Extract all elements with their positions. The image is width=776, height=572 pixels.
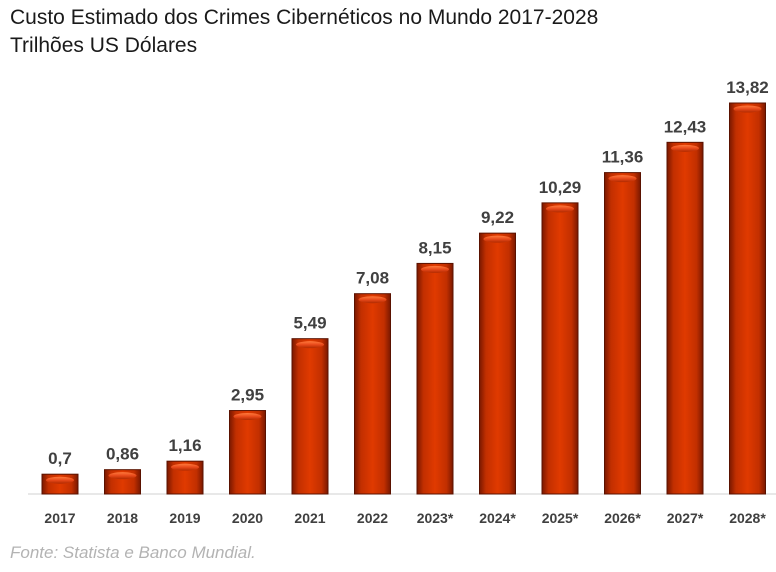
bar-highlight	[671, 144, 699, 152]
bar-highlight	[171, 463, 199, 471]
bar-highlight	[483, 235, 512, 243]
data-label: 0,7	[48, 449, 72, 468]
bar-highlight	[608, 175, 637, 183]
chart-subtitle: Trilhões US Dólares	[10, 34, 198, 57]
data-label: 8,15	[418, 238, 451, 257]
chart-title: Custo Estimado dos Crimes Cibernéticos n…	[10, 4, 598, 60]
bar-highlight	[108, 472, 137, 480]
bars-group: 0,7 2017 0,86 2018 1,16 2019 2,95 2020 5,49 2021 7…	[41, 78, 769, 526]
bar-2021	[291, 338, 329, 495]
data-label: 1,16	[168, 436, 201, 455]
data-label: 12,43	[664, 117, 707, 136]
bar-highlight	[233, 413, 262, 421]
x-tick-label: 2020	[232, 510, 263, 526]
x-tick-label: 2023*	[417, 510, 454, 526]
bar-2028-projected	[729, 102, 766, 495]
data-label: 0,86	[106, 445, 139, 464]
x-tick-label: 2017	[44, 510, 75, 526]
x-tick-label: 2027*	[667, 510, 704, 526]
source-note: Fonte: Statista e Banco Mundial.	[10, 543, 256, 562]
bar-highlight	[733, 105, 762, 113]
data-label: 7,08	[356, 269, 389, 288]
x-tick-label: 2028*	[729, 510, 766, 526]
bar-highlight	[358, 296, 387, 304]
x-tick-label: 2022	[357, 510, 388, 526]
bar-2022	[354, 293, 391, 495]
bar-2026-projected	[604, 172, 641, 495]
bar-highlight	[421, 265, 449, 273]
x-tick-label: 2024*	[479, 510, 516, 526]
data-label: 5,49	[293, 314, 326, 333]
data-label: 9,22	[481, 208, 514, 227]
x-tick-label: 2019	[169, 510, 200, 526]
x-tick-label: 2021	[294, 510, 325, 526]
bar-2027-projected	[666, 141, 704, 495]
x-tick-label: 2026*	[604, 510, 641, 526]
data-label: 13,82	[726, 78, 769, 97]
bar-2020	[229, 410, 266, 495]
bar-highlight	[46, 476, 74, 484]
bar-highlight	[546, 205, 574, 213]
x-tick-label: 2025*	[542, 510, 579, 526]
bar-2025-projected	[541, 202, 579, 495]
bar-highlight	[296, 341, 324, 349]
chart-title-line: Custo Estimado dos Crimes Cibernéticos n…	[10, 6, 599, 29]
bar-2024-projected	[479, 232, 516, 495]
x-tick-label: 2018	[107, 510, 138, 526]
bar-2023-projected	[416, 262, 454, 495]
data-label: 10,29	[539, 178, 582, 197]
data-label: 2,95	[231, 386, 264, 405]
data-label: 11,36	[602, 148, 644, 167]
